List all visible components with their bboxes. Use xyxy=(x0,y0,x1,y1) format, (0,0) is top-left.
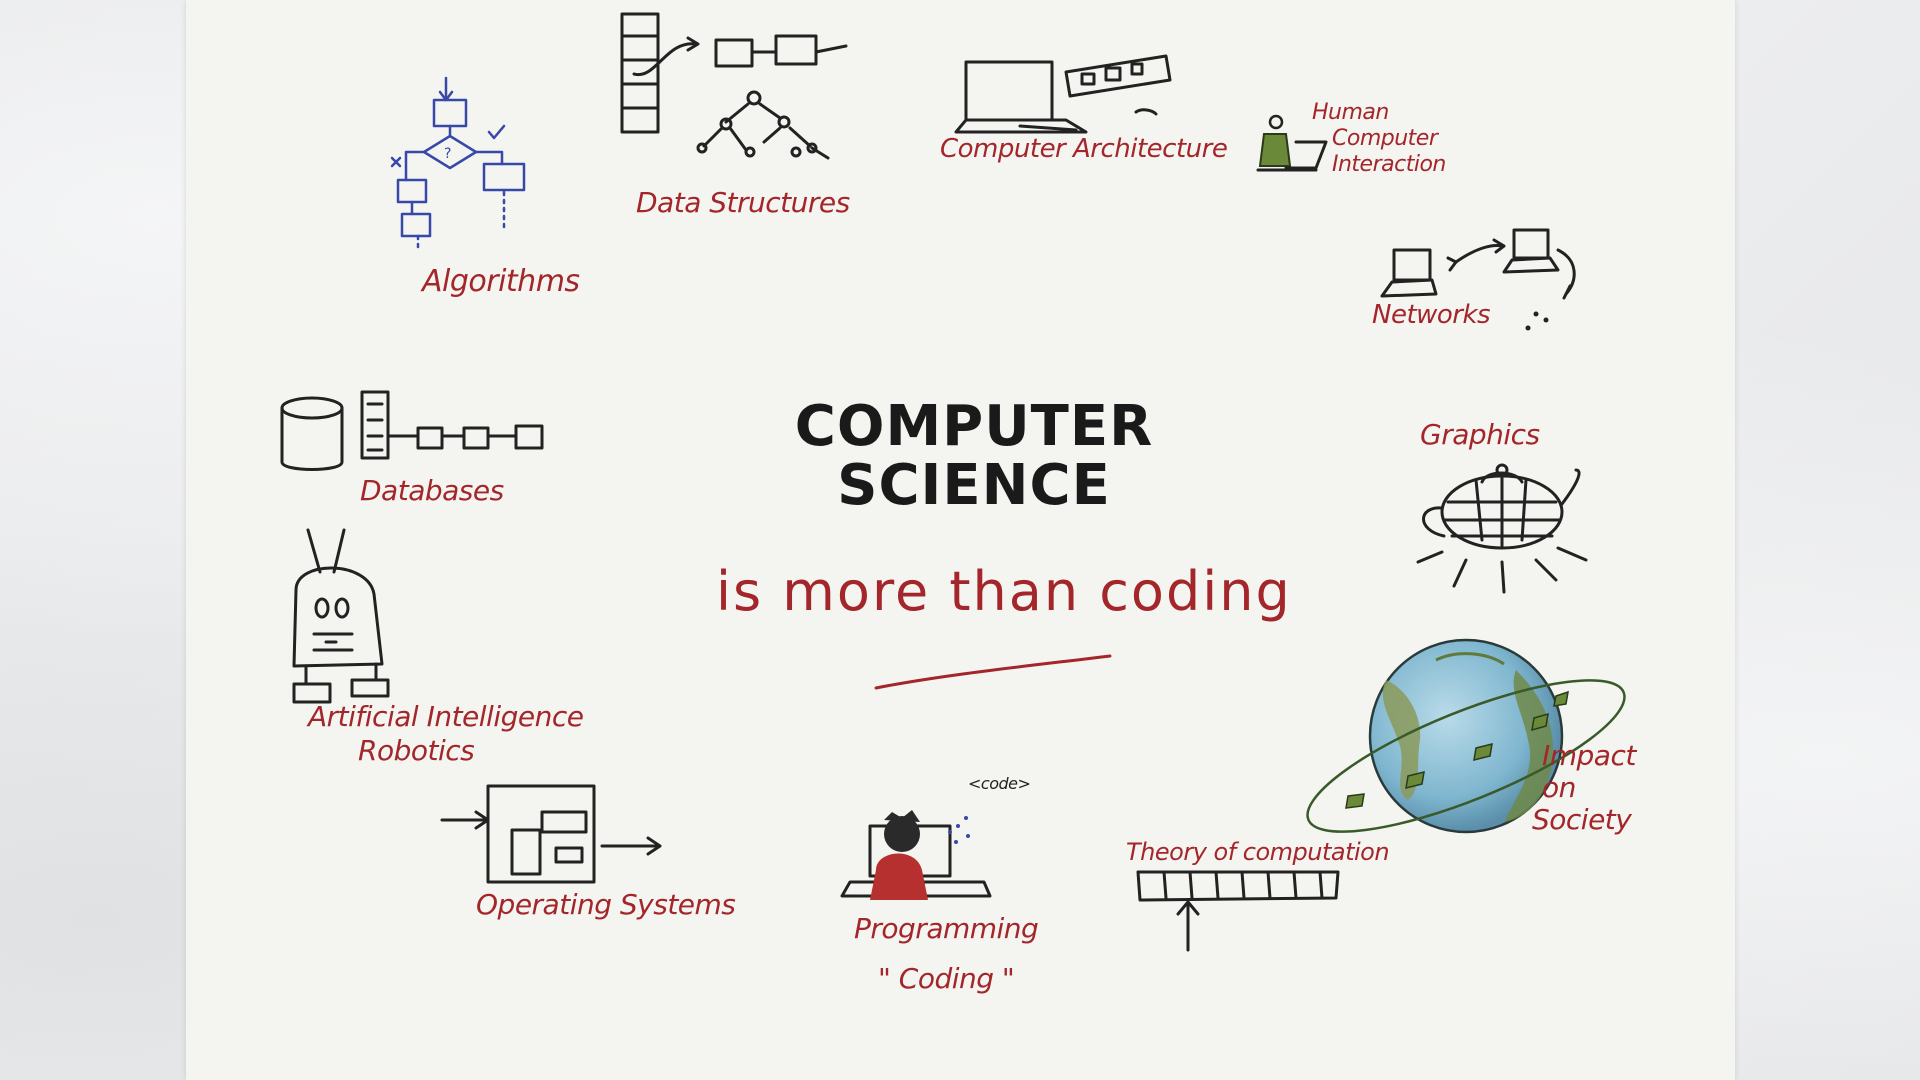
label-networks: Networks xyxy=(1372,300,1491,330)
graphics-teapot-icon xyxy=(1416,463,1588,594)
label-ai-line1: Artificial Intelligence xyxy=(308,700,584,733)
label-databases: Databases xyxy=(360,474,504,507)
label-graphics: Graphics xyxy=(1420,418,1540,451)
label-hci-line3: Interaction xyxy=(1332,152,1446,177)
databases-icon xyxy=(280,390,544,471)
label-ai: Artificial Intelligence Robotics xyxy=(308,700,584,768)
label-impact-line1: Impact xyxy=(1542,739,1636,772)
subtitle: is more than coding xyxy=(716,560,1292,623)
label-data-structures: Data Structures xyxy=(636,186,850,219)
globe-icon xyxy=(1306,638,1626,834)
sketch-drawings: ? xyxy=(280,12,1626,952)
operating-systems-icon xyxy=(440,784,662,884)
main-title-line2: SCIENCE xyxy=(837,452,1111,518)
turing-tape-icon xyxy=(1136,870,1340,952)
main-title-line1: COMPUTER xyxy=(794,394,1154,459)
label-impact: Impact on Society xyxy=(1532,740,1636,836)
svg-text:?: ? xyxy=(444,146,451,162)
label-hci: Human Computer Interaction xyxy=(1312,100,1446,178)
whiteboard-sheet: ? xyxy=(186,0,1735,1080)
data-structures-icon xyxy=(620,12,848,160)
label-impact-line3: Society xyxy=(1532,803,1632,836)
label-programming: Programming " Coding " xyxy=(854,904,1039,1004)
label-operating-systems: Operating Systems xyxy=(476,888,736,921)
algorithms-flowchart-icon: ? xyxy=(390,76,526,252)
main-title: COMPUTER SCIENCE xyxy=(784,394,1164,518)
networks-icon xyxy=(1380,228,1576,331)
label-impact-line2: on xyxy=(1542,771,1576,804)
label-programming-line1: Programming xyxy=(854,912,1039,945)
hci-person-icon xyxy=(1256,114,1328,172)
subtitle-underline xyxy=(874,654,1112,690)
label-hci-line1: Human xyxy=(1312,100,1389,125)
label-programming-line2: " Coding " xyxy=(878,962,1015,995)
label-hci-line2: Computer xyxy=(1332,126,1438,151)
programmer-icon xyxy=(840,810,992,900)
label-code-tag: <code> xyxy=(968,774,1031,793)
label-ai-line2: Robotics xyxy=(358,734,475,767)
computer-architecture-icon xyxy=(954,54,1172,134)
label-computer-architecture: Computer Architecture xyxy=(940,134,1228,164)
robot-icon xyxy=(292,528,390,704)
label-algorithms: Algorithms xyxy=(422,264,580,299)
label-theory-of-computation: Theory of computation xyxy=(1126,838,1390,866)
